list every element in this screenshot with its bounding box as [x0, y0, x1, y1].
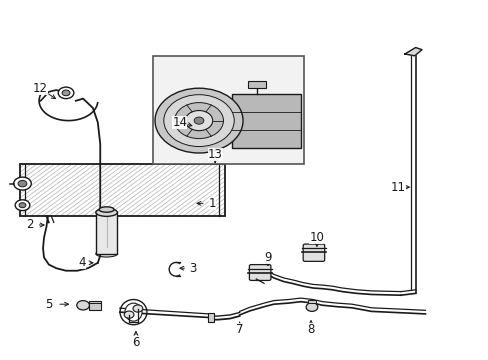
- Circle shape: [305, 303, 317, 311]
- Bar: [152, 56, 304, 164]
- Circle shape: [15, 200, 30, 211]
- Circle shape: [174, 103, 223, 139]
- Circle shape: [194, 117, 203, 124]
- Circle shape: [124, 311, 134, 318]
- Text: 4: 4: [78, 256, 86, 269]
- Text: 10: 10: [309, 231, 324, 244]
- FancyBboxPatch shape: [303, 244, 324, 261]
- Bar: [88, 301, 101, 310]
- Ellipse shape: [96, 251, 117, 257]
- Text: 12: 12: [33, 82, 47, 95]
- Circle shape: [163, 95, 234, 147]
- Circle shape: [155, 88, 243, 153]
- Text: 8: 8: [306, 323, 314, 336]
- Text: 7: 7: [235, 323, 243, 336]
- Text: 11: 11: [390, 181, 405, 194]
- FancyBboxPatch shape: [249, 265, 270, 280]
- Polygon shape: [404, 48, 421, 56]
- Text: 2: 2: [26, 219, 34, 231]
- Text: 13: 13: [207, 148, 222, 161]
- Ellipse shape: [99, 207, 114, 212]
- Bar: [208, 313, 214, 322]
- Circle shape: [77, 301, 89, 310]
- Bar: [20, 164, 224, 216]
- Circle shape: [18, 180, 27, 187]
- Bar: [232, 94, 300, 148]
- Text: 14: 14: [172, 116, 187, 129]
- Bar: [307, 300, 315, 303]
- Text: 9: 9: [264, 251, 271, 264]
- Text: 5: 5: [45, 298, 53, 311]
- Text: 6: 6: [132, 336, 140, 349]
- Circle shape: [58, 87, 74, 99]
- Text: 3: 3: [189, 262, 197, 275]
- Text: 1: 1: [208, 197, 216, 210]
- Ellipse shape: [125, 303, 142, 321]
- Bar: [96, 212, 117, 254]
- Circle shape: [133, 305, 142, 312]
- Bar: [20, 164, 224, 216]
- Circle shape: [62, 90, 70, 96]
- Circle shape: [19, 203, 26, 208]
- Ellipse shape: [96, 208, 117, 216]
- Circle shape: [14, 177, 31, 190]
- Circle shape: [185, 111, 212, 131]
- Bar: [247, 81, 265, 88]
